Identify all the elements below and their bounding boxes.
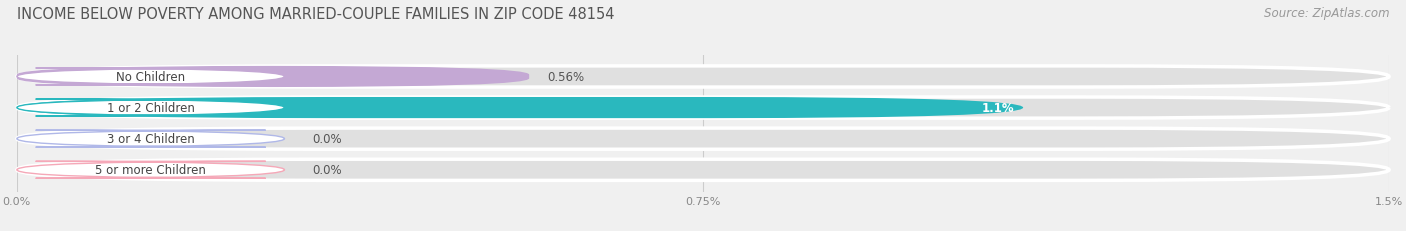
Text: 1 or 2 Children: 1 or 2 Children bbox=[107, 102, 194, 115]
Text: 3 or 4 Children: 3 or 4 Children bbox=[107, 133, 194, 146]
FancyBboxPatch shape bbox=[17, 100, 284, 116]
Text: 0.0%: 0.0% bbox=[312, 133, 342, 146]
Text: 0.0%: 0.0% bbox=[312, 164, 342, 176]
Text: 1.1%: 1.1% bbox=[981, 102, 1014, 115]
FancyBboxPatch shape bbox=[17, 128, 1389, 150]
FancyBboxPatch shape bbox=[17, 97, 1389, 119]
FancyBboxPatch shape bbox=[17, 131, 284, 148]
FancyBboxPatch shape bbox=[17, 67, 1389, 88]
Text: Source: ZipAtlas.com: Source: ZipAtlas.com bbox=[1264, 7, 1389, 20]
FancyBboxPatch shape bbox=[17, 69, 284, 85]
Text: No Children: No Children bbox=[117, 71, 186, 84]
FancyBboxPatch shape bbox=[17, 160, 1389, 181]
Text: 0.56%: 0.56% bbox=[547, 71, 585, 84]
FancyBboxPatch shape bbox=[17, 67, 529, 88]
FancyBboxPatch shape bbox=[17, 97, 1024, 119]
Text: 5 or more Children: 5 or more Children bbox=[96, 164, 207, 176]
FancyBboxPatch shape bbox=[17, 162, 284, 179]
Text: INCOME BELOW POVERTY AMONG MARRIED-COUPLE FAMILIES IN ZIP CODE 48154: INCOME BELOW POVERTY AMONG MARRIED-COUPL… bbox=[17, 7, 614, 22]
